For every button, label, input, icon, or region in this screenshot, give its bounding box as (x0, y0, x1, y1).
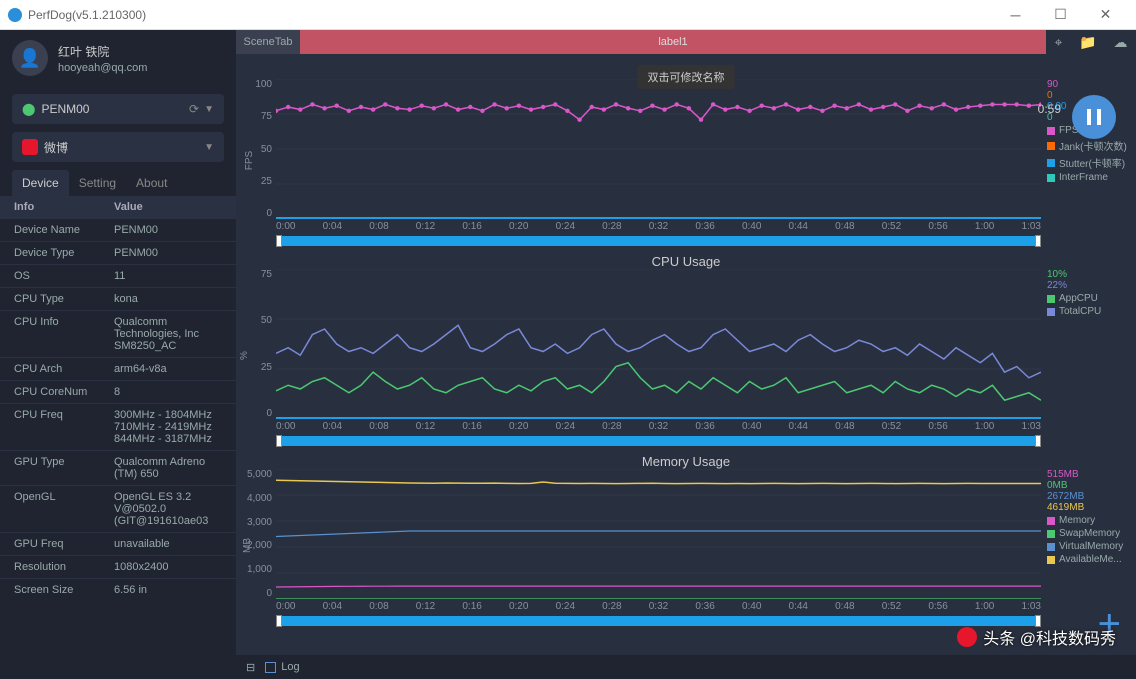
tab-setting[interactable]: Setting (69, 170, 126, 196)
table-row: CPU Freq300MHz - 1804MHz 710MHz - 2419MH… (0, 403, 236, 450)
close-button[interactable]: ✕ (1083, 0, 1128, 30)
user-box[interactable]: 👤 红叶 铁院 hooyeah@qq.com (0, 30, 236, 86)
info-val: 6.56 in (114, 584, 222, 596)
scene-tab[interactable]: SceneTab (236, 30, 300, 54)
info-val: PENM00 (114, 247, 222, 259)
info-key: Device Name (14, 224, 114, 236)
info-val: Qualcomm Technologies, Inc SM8250_AC (114, 316, 222, 352)
table-row: OpenGLOpenGL ES 3.2 V@0502.0 (GIT@191610… (0, 485, 236, 532)
info-key: CPU CoreNum (14, 386, 114, 398)
user-realname: 红叶 铁院 (58, 43, 147, 60)
table-row: OS11 (0, 264, 236, 287)
app-select[interactable]: 微博 ▼ (12, 132, 224, 162)
scene-tooltip: 双击可修改名称 (638, 65, 735, 89)
cloud-icon[interactable]: ☁ (1114, 34, 1128, 51)
timer: 0:59 (1038, 102, 1061, 116)
avatar: 👤 (12, 40, 48, 76)
app-select-label: 微博 (44, 139, 68, 156)
info-key: GPU Type (14, 456, 114, 480)
log-checkbox[interactable] (265, 662, 276, 673)
chevron-down-icon: ▼ (204, 142, 214, 153)
scene-label[interactable]: label1 (300, 30, 1046, 54)
info-key: GPU Freq (14, 538, 114, 550)
info-key: Screen Size (14, 584, 114, 596)
table-row: CPU Typekona (0, 287, 236, 310)
info-val: OpenGL ES 3.2 V@0502.0 (GIT@191610ae03 (114, 491, 222, 527)
user-email: hooyeah@qq.com (58, 62, 147, 74)
table-row: GPU Frequnavailable (0, 532, 236, 555)
info-val: 300MHz - 1804MHz 710MHz - 2419MHz 844MHz… (114, 409, 222, 445)
info-val: arm64-v8a (114, 363, 222, 375)
info-key: Resolution (14, 561, 114, 573)
info-key: CPU Type (14, 293, 114, 305)
table-row: Resolution1080x2400 (0, 555, 236, 578)
table-row: GPU TypeQualcomm Adreno (TM) 650 (0, 450, 236, 485)
info-key: CPU Arch (14, 363, 114, 375)
android-icon: ⬤ (22, 102, 35, 116)
info-val: kona (114, 293, 222, 305)
chart-title: CPU Usage (236, 254, 1136, 269)
info-key: OS (14, 270, 114, 282)
info-key: CPU Info (14, 316, 114, 352)
info-val: 11 (114, 270, 222, 282)
info-val: PENM00 (114, 224, 222, 236)
tab-about[interactable]: About (126, 170, 177, 196)
titlebar: PerfDog(v5.1.210300) ─ ☐ ✕ (0, 0, 1136, 30)
info-header-key: Info (14, 201, 114, 213)
info-val: 1080x2400 (114, 561, 222, 573)
info-key: OpenGL (14, 491, 114, 527)
weibo-icon (22, 139, 38, 155)
table-row: CPU InfoQualcomm Technologies, Inc SM825… (0, 310, 236, 357)
refresh-icon[interactable]: ⟳ (189, 102, 199, 116)
time-slider[interactable] (276, 616, 1041, 626)
location-icon[interactable]: ⌖ (1054, 34, 1062, 51)
app-icon (8, 8, 22, 22)
sidebar: 👤 红叶 铁院 hooyeah@qq.com ⬤ PENM00 ⟳ ▼ 微博 ▼… (0, 30, 236, 679)
table-row: Device NamePENM00 (0, 218, 236, 241)
info-key: Device Type (14, 247, 114, 259)
info-key: CPU Freq (14, 409, 114, 445)
info-table: Info Value Device NamePENM00Device TypeP… (0, 196, 236, 601)
maximize-button[interactable]: ☐ (1038, 0, 1083, 30)
table-row: CPU Archarm64-v8a (0, 357, 236, 380)
table-row: CPU CoreNum8 (0, 380, 236, 403)
tab-device[interactable]: Device (12, 170, 69, 196)
info-val: 8 (114, 386, 222, 398)
collapse-icon[interactable]: ⊟ (246, 661, 255, 674)
add-chart-button[interactable]: + (1098, 604, 1121, 644)
time-slider[interactable] (276, 436, 1041, 446)
bottom-bar: ⊟ Log (236, 655, 1136, 679)
main-area: SceneTab label1 ⌖ 📁 ☁ 双击可修改名称 0:59 FPS F… (236, 30, 1136, 679)
device-select-label: PENM00 (41, 102, 89, 116)
chevron-down-icon: ▼ (204, 104, 214, 115)
table-row: Device TypePENM00 (0, 241, 236, 264)
info-header-val: Value (114, 201, 143, 213)
time-slider[interactable] (276, 236, 1041, 246)
device-select[interactable]: ⬤ PENM00 ⟳ ▼ (12, 94, 224, 124)
pause-button[interactable] (1072, 95, 1116, 139)
minimize-button[interactable]: ─ (993, 0, 1038, 30)
info-val: Qualcomm Adreno (TM) 650 (114, 456, 222, 480)
cpu-chart: CPU Usage % 7550250 10%22%AppCPUTotalCPU… (236, 254, 1136, 446)
window-title: PerfDog(v5.1.210300) (28, 8, 993, 22)
chart-title: Memory Usage (236, 454, 1136, 469)
memory-chart: Memory Usage MB 5,0004,0003,0002,0001,00… (236, 454, 1136, 626)
table-row: Screen Size6.56 in (0, 578, 236, 601)
info-val: unavailable (114, 538, 222, 550)
folder-icon[interactable]: 📁 (1079, 34, 1096, 51)
log-label: Log (281, 661, 299, 673)
fps-chart: FPS FPS 1007550250 9000.000FPSJank(卡顿次数)… (236, 64, 1136, 246)
